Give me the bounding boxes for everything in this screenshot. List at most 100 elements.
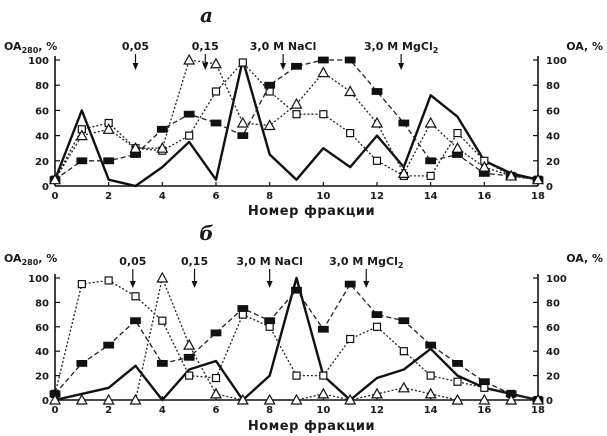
data-point-open-triangle: [505, 169, 518, 181]
y-tick-label-left: 20: [35, 157, 49, 168]
x-tick-label: 6: [213, 191, 220, 202]
series-line-dashed-filled-square: [54, 283, 539, 401]
x-tick-label: 14: [424, 405, 438, 416]
data-point-filled-square: [291, 286, 302, 294]
data-point-open-square: [480, 383, 489, 392]
data-point-open-triangle: [183, 53, 196, 65]
data-point-open-triangle: [478, 160, 491, 172]
data-point-open-square: [77, 280, 86, 289]
series-line-dotted-open-triangle: [55, 277, 538, 401]
data-point-open-triangle: [317, 66, 330, 78]
data-point-open-triangle: [263, 393, 276, 405]
data-point-open-square: [319, 110, 328, 119]
data-point-filled-square: [371, 88, 383, 95]
data-point-open-square: [453, 128, 462, 138]
data-point-open-triangle: [183, 338, 196, 350]
elution-marker-arrowhead: [398, 63, 405, 70]
data-point-filled-square: [425, 157, 437, 165]
x-tick-label: 8: [266, 191, 273, 202]
data-point-open-square: [399, 347, 408, 356]
data-point-filled-square: [237, 305, 249, 312]
data-point-open-triangle: [344, 393, 357, 405]
data-point-filled-square: [452, 359, 463, 367]
x-tick-label: 18: [531, 191, 545, 202]
data-point-filled-square: [317, 56, 329, 64]
data-point-open-triangle: [48, 173, 62, 185]
elution-marker-label: 0,15: [181, 255, 208, 268]
elution-marker-arrowhead: [191, 281, 198, 288]
data-point-filled-square: [156, 125, 168, 133]
x-tick-label: 16: [477, 405, 491, 416]
data-point-open-square: [238, 58, 247, 67]
y-tick-label-right: 40: [546, 132, 560, 143]
y-tick-label-left: 100: [28, 274, 49, 285]
data-point-open-triangle: [209, 57, 223, 69]
data-point-open-triangle: [236, 393, 249, 405]
data-point-open-triangle: [290, 97, 303, 109]
x-tick-label: 10: [316, 191, 330, 202]
data-point-open-square: [453, 377, 462, 386]
data-point-open-square: [185, 371, 194, 380]
data-point-open-square: [372, 156, 382, 165]
data-point-open-triangle: [290, 393, 303, 405]
data-point-open-triangle: [48, 393, 62, 405]
data-point-filled-square: [291, 62, 302, 70]
data-point-open-square: [238, 310, 247, 319]
data-point-open-triangle: [424, 387, 437, 399]
data-point-open-triangle: [424, 116, 437, 128]
data-point-open-square: [426, 171, 435, 181]
data-point-filled-square: [264, 81, 276, 89]
x-tick-label: 10: [316, 405, 330, 416]
data-point-filled-square: [371, 311, 383, 319]
y-tick-label-right: 20: [546, 372, 560, 383]
y-tick-label-left: 80: [35, 298, 49, 309]
data-point-filled-square: [210, 329, 222, 337]
data-point-filled-square: [398, 317, 410, 325]
data-point-open-triangle: [478, 393, 491, 405]
data-point-filled-square: [317, 325, 329, 333]
y-tick-label-left: 0: [42, 182, 49, 193]
x-axis-title: Номер фракции: [248, 419, 375, 434]
data-point-open-triangle: [451, 141, 464, 153]
series-line-solid: [54, 276, 539, 402]
series-line-dotted-open-triangle: [54, 59, 539, 181]
data-point-filled-square: [237, 132, 249, 140]
series-line-dotted-open-square: [54, 279, 539, 401]
x-tick-label: 6: [213, 405, 220, 416]
series-line-dashed-filled-square: [54, 59, 539, 181]
elution-marker-arrowhead: [129, 281, 136, 288]
data-point-filled-square: [398, 119, 410, 127]
data-point-open-square: [292, 371, 301, 380]
x-tick-label: 12: [370, 405, 384, 416]
data-point-open-square: [426, 371, 435, 380]
y-tick-label-left: 60: [35, 323, 49, 334]
x-tick-label: 0: [52, 405, 59, 416]
data-point-filled-square: [478, 378, 490, 386]
data-point-open-square: [211, 373, 221, 383]
y-tick-label-right: 0: [546, 396, 553, 407]
data-point-filled-square: [264, 317, 276, 325]
y-axis-left-title: OA280, %: [4, 252, 57, 267]
data-point-open-triangle: [129, 393, 142, 405]
x-tick-label: 2: [105, 191, 112, 202]
data-point-open-triangle: [75, 393, 88, 405]
panel-letter: б: [199, 221, 213, 245]
y-tick-label-left: 40: [35, 347, 49, 358]
y-tick-label-left: 80: [35, 81, 49, 92]
y-axis-right-title: OA, %: [566, 252, 603, 265]
data-point-filled-square: [183, 110, 195, 118]
data-point-open-square: [319, 371, 328, 380]
data-point-filled-square: [344, 280, 356, 288]
y-tick-label-right: 20: [546, 157, 560, 168]
x-tick-label: 18: [531, 405, 545, 416]
elution-marker-arrowhead: [132, 63, 139, 70]
elution-marker-label: 3,0 M NaCl: [236, 255, 303, 268]
y-tick-label-right: 40: [546, 347, 560, 358]
data-point-open-square: [104, 276, 113, 285]
data-point-filled-square: [103, 341, 115, 349]
x-tick-label: 2: [105, 405, 112, 416]
y-tick-label-right: 100: [546, 56, 567, 67]
series-line-solid: [53, 58, 539, 188]
